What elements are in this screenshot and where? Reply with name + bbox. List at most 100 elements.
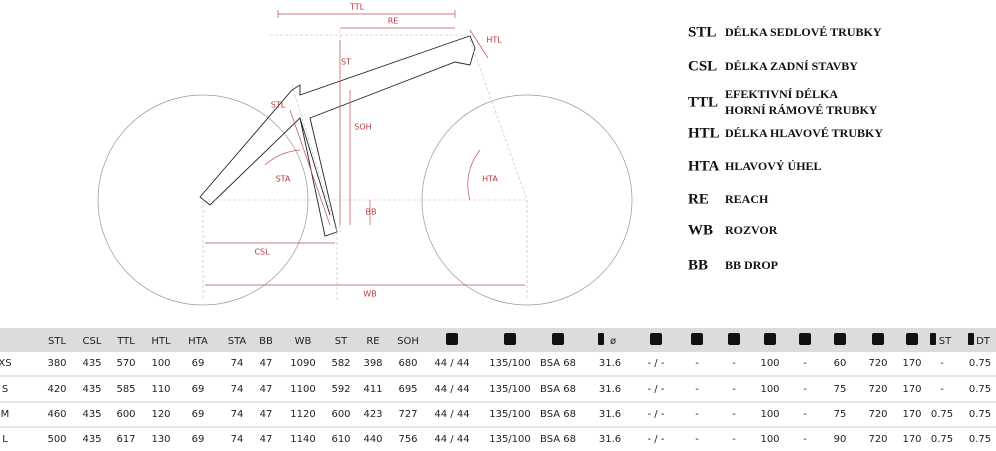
header-icon <box>834 333 846 345</box>
table-cell: 100 <box>760 358 779 369</box>
table-cell: 47 <box>260 358 273 369</box>
dimension-lines <box>205 10 525 286</box>
legend-abbr: HTL <box>688 125 720 141</box>
header-icon <box>728 333 740 345</box>
table-cell: 380 <box>47 358 66 369</box>
header-cell: ST <box>939 336 952 347</box>
header-icon <box>552 333 564 345</box>
table-cell: 756 <box>398 434 417 445</box>
table-header-bg <box>0 328 996 352</box>
legend-abbr: STL <box>688 24 716 40</box>
table-cell: 423 <box>363 409 382 420</box>
table-cell: - / - <box>648 409 665 420</box>
header-icon <box>650 333 662 345</box>
size-cell: L <box>2 434 8 445</box>
label-htl: HTL <box>486 36 502 45</box>
table-cell: - <box>732 409 736 420</box>
table-cell: 31.6 <box>599 434 621 445</box>
header-cell: RE <box>366 336 379 347</box>
label-re: RE <box>388 17 399 26</box>
legend-text: DÉLKA HLAVOVÉ TRUBKY <box>725 126 883 140</box>
header-icon <box>764 333 776 345</box>
size-cell: XS <box>0 358 12 369</box>
header-icon <box>691 333 703 345</box>
legend-text: EFEKTIVNÍ DÉLKA <box>725 87 838 101</box>
table-cell: 0.75 <box>969 434 991 445</box>
header-icon <box>446 333 458 345</box>
table-cell: 0.75 <box>931 409 953 420</box>
table-cell: 47 <box>260 409 273 420</box>
table-cell: - / - <box>648 434 665 445</box>
label-hta: HTA <box>482 175 498 184</box>
table-cell: 720 <box>868 358 887 369</box>
table-cell: 44 / 44 <box>434 384 469 395</box>
table-cell: 69 <box>192 409 205 420</box>
label-csl: CSL <box>254 248 270 257</box>
table-cell: - <box>695 384 699 395</box>
table-cell: 31.6 <box>599 384 621 395</box>
table-cell: 610 <box>331 434 350 445</box>
legend-abbr: HTA <box>688 158 720 174</box>
table-cell: - / - <box>648 358 665 369</box>
table-cell: 617 <box>116 434 135 445</box>
table-cell: 75 <box>834 409 847 420</box>
table-cell: 31.6 <box>599 409 621 420</box>
header-cell: STA <box>228 336 247 347</box>
header-cell: BB <box>259 336 273 347</box>
header-cell: HTL <box>151 336 171 347</box>
table-cell: 720 <box>868 409 887 420</box>
table-cell: - / - <box>648 384 665 395</box>
label-st: ST <box>341 58 351 67</box>
legend-text: BB DROP <box>725 258 778 272</box>
frame <box>199 35 476 237</box>
header-icon <box>906 333 918 345</box>
table-cell: - <box>732 384 736 395</box>
table-cell: 170 <box>902 409 921 420</box>
table-cell: 135/100 <box>489 409 531 420</box>
table-cell: 170 <box>902 358 921 369</box>
geometry-table: STL CSL TTL HTL HTA STA BB WB ST RE SOH ø ST DT XS 380 4… <box>0 328 996 445</box>
legend-abbr: RE <box>688 191 709 207</box>
table-cell: 31.6 <box>599 358 621 369</box>
table-cell: 100 <box>760 434 779 445</box>
table-cell: BSA 68 <box>540 434 576 445</box>
table-cell: - <box>695 358 699 369</box>
table-cell: 680 <box>398 358 417 369</box>
front-wheel <box>421 94 633 306</box>
table-cell: 1120 <box>290 409 315 420</box>
label-stl: STL <box>271 101 286 110</box>
header-cell: TTL <box>116 336 135 347</box>
header-cell: CSL <box>83 336 102 347</box>
label-bb: BB <box>366 208 377 217</box>
table-cell: - <box>732 358 736 369</box>
table-cell: 1140 <box>290 434 315 445</box>
table-cell: 720 <box>868 384 887 395</box>
table-cell: 435 <box>82 358 101 369</box>
legend-text: ROZVOR <box>725 223 778 237</box>
legend-abbr: CSL <box>688 58 717 74</box>
table-cell: - <box>732 434 736 445</box>
table-cell: 500 <box>47 434 66 445</box>
header-cell: WB <box>295 336 312 347</box>
table-cell: 0.75 <box>969 384 991 395</box>
table-cell: 90 <box>834 434 847 445</box>
table-cell: 44 / 44 <box>434 358 469 369</box>
size-cell: M <box>1 409 10 420</box>
legend-text: REACH <box>725 192 769 206</box>
table-cell: 592 <box>331 384 350 395</box>
label-ttl: TTL <box>349 3 365 12</box>
table-cell: 110 <box>151 384 170 395</box>
table-cell: 585 <box>116 384 135 395</box>
legend-abbr: TTL <box>688 94 718 110</box>
table-cell: BSA 68 <box>540 409 576 420</box>
table-cell: 420 <box>47 384 66 395</box>
table-cell: 135/100 <box>489 384 531 395</box>
table-cell: 582 <box>331 358 350 369</box>
table-cell: 727 <box>398 409 417 420</box>
table-cell: 600 <box>331 409 350 420</box>
label-sta: STA <box>276 175 291 184</box>
table-cell: 135/100 <box>489 358 531 369</box>
table-cell: 74 <box>231 409 244 420</box>
table-cell: - <box>803 434 807 445</box>
table-cell: 44 / 44 <box>434 409 469 420</box>
